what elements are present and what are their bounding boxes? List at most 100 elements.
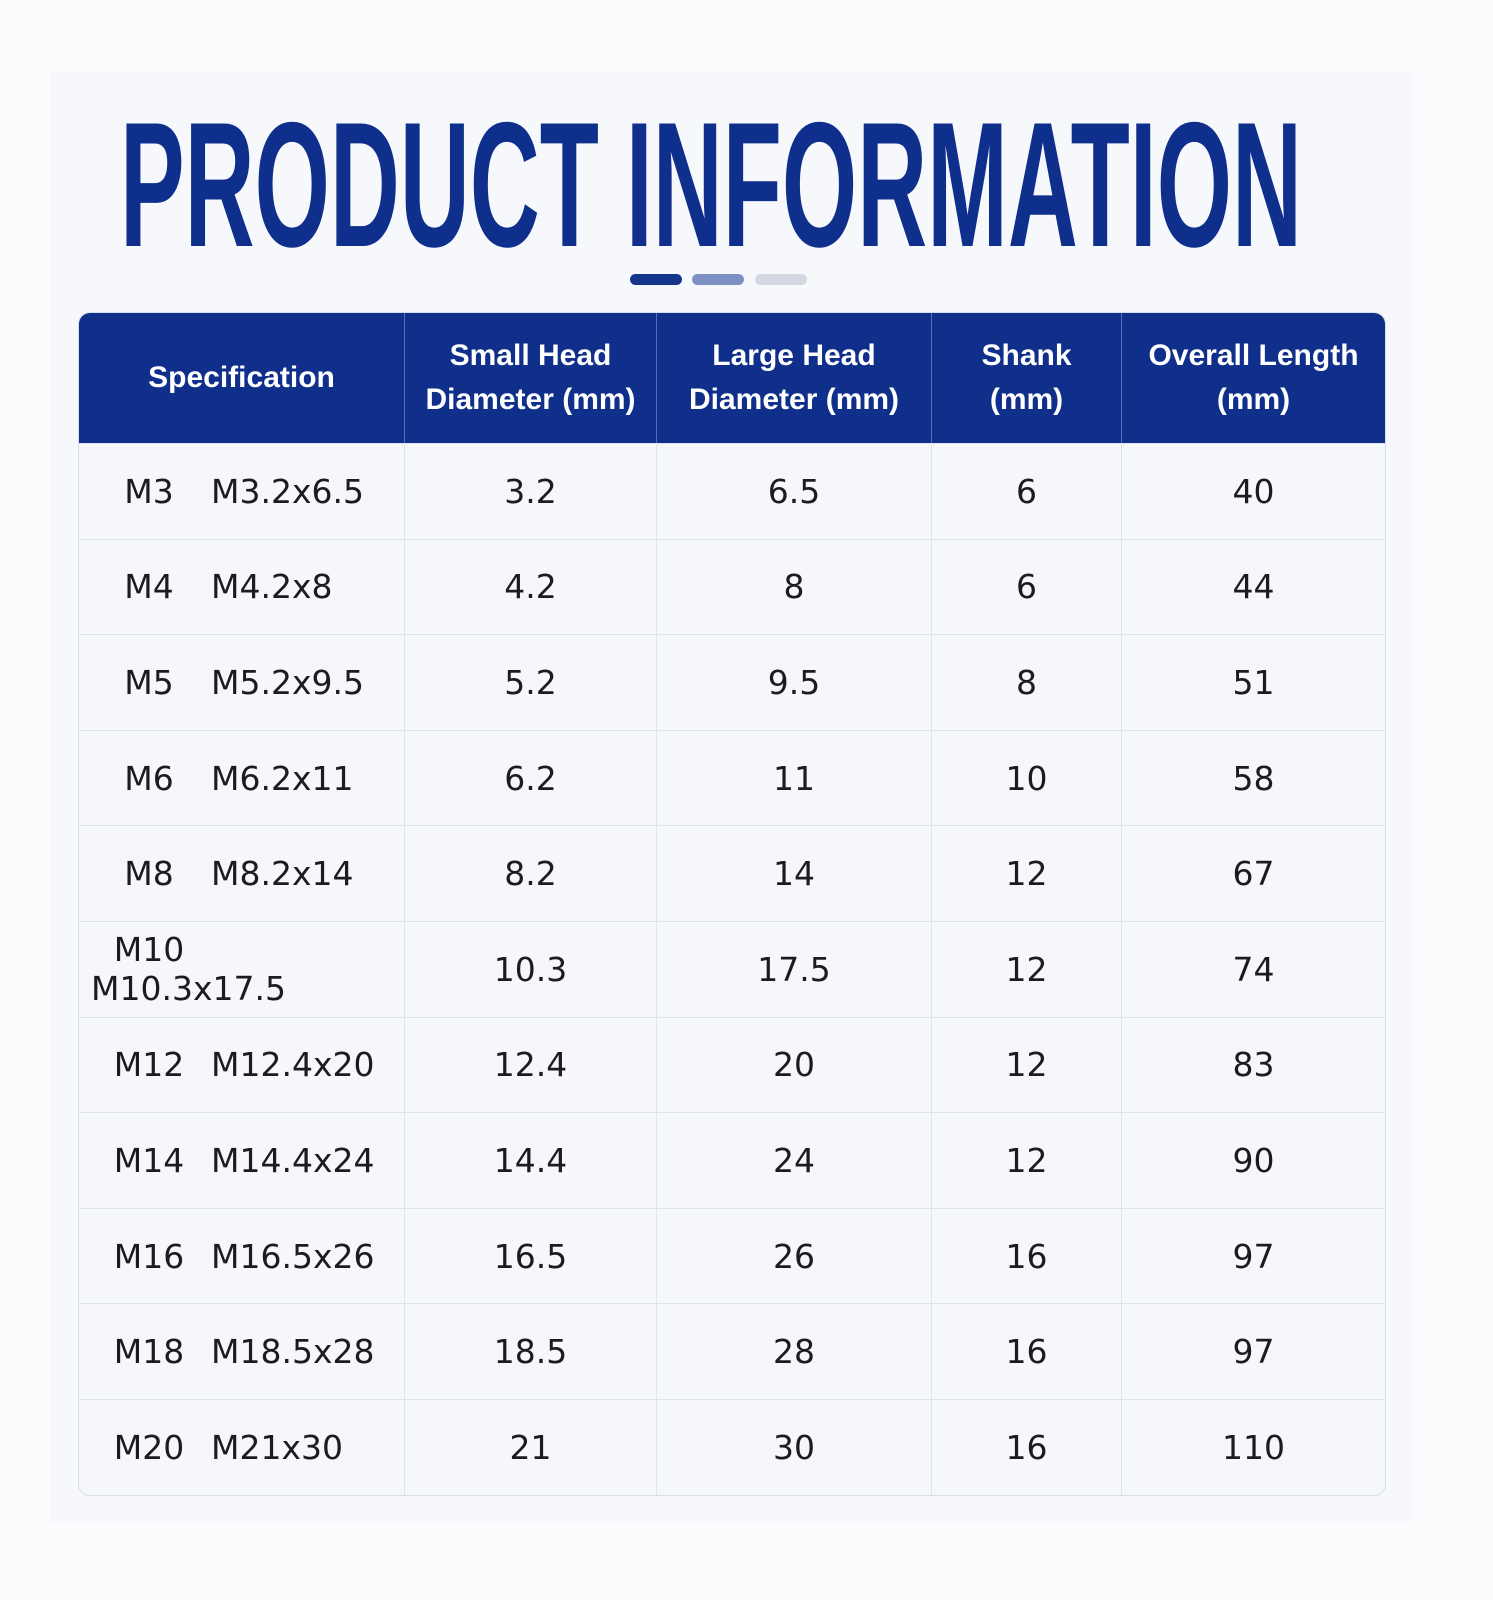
spec-cell: M14 M14.4x24 — [79, 1112, 404, 1208]
cell: 97 — [1121, 1207, 1385, 1304]
cell: 4.2 — [404, 538, 656, 635]
size: M20 — [113, 1427, 185, 1467]
cell: 51 — [1121, 634, 1385, 730]
header-line: Small Head — [449, 339, 612, 372]
spec: M8.2x14 — [211, 854, 354, 894]
header-line: Shank — [981, 339, 1072, 372]
cell: 40 — [1121, 443, 1385, 539]
size: M18 — [113, 1332, 185, 1372]
size: M12 — [113, 1045, 185, 1085]
cell: 16 — [931, 1207, 1121, 1304]
spec-cell: M12 M12.4x20 — [79, 1016, 404, 1113]
header-line: Diameter (mm) — [425, 383, 636, 416]
spec: M5.2x9.5 — [211, 662, 364, 702]
page-title: PRODUCT INFORMATION — [120, 85, 1302, 284]
cell: 17.5 — [656, 920, 931, 1017]
column-header: Shank (mm) — [931, 313, 1121, 443]
table-row: M12 M12.4x20 12.4 20 12 83 — [79, 1016, 1385, 1113]
header-line: Diameter (mm) — [688, 383, 900, 416]
cell: 67 — [1121, 825, 1385, 921]
cell: 12 — [931, 1112, 1121, 1208]
dash — [692, 274, 744, 285]
header-line: Specification — [148, 361, 335, 394]
spec: M16.5x26 — [211, 1236, 375, 1276]
cell: 6.5 — [656, 443, 931, 539]
size: M8 — [124, 854, 174, 894]
table-row: M18 M18.5x28 18.5 28 16 97 — [79, 1303, 1385, 1399]
size: M5 — [124, 662, 174, 702]
table-row: M14 M14.4x24 14.4 24 12 90 — [79, 1112, 1385, 1208]
table-body: M3 M3.2x6.5 3.2 6.5 6 40 M4 M4.2x8 4.2 8 6 44 M5 M5.2… — [79, 443, 1385, 1495]
cell: 90 — [1121, 1112, 1385, 1208]
spec-cell: M5 M5.2x9.5 — [79, 634, 404, 730]
cell: 58 — [1121, 729, 1385, 826]
cell: 44 — [1121, 538, 1385, 635]
column-header: Large Head Diameter (mm) — [656, 313, 931, 443]
cell: 6 — [931, 443, 1121, 539]
size: M10 — [113, 930, 185, 970]
cell: 16 — [931, 1303, 1121, 1399]
column-header: Overall Length (mm) — [1121, 313, 1385, 443]
title-area: PRODUCT INFORMATION — [120, 85, 1302, 284]
size: M16 — [113, 1236, 185, 1276]
table-row: M3 M3.2x6.5 3.2 6.5 6 40 — [79, 443, 1385, 539]
size: M14 — [113, 1140, 185, 1180]
table-row: M16 M16.5x26 16.5 26 16 97 — [79, 1207, 1385, 1304]
header-line: (mm) — [1216, 383, 1291, 416]
column-header: Specification — [79, 313, 404, 443]
cell: 18.5 — [404, 1303, 656, 1399]
cell: 12 — [931, 920, 1121, 1017]
cell: 16 — [931, 1398, 1121, 1495]
cell: 30 — [656, 1398, 931, 1495]
cell: 24 — [656, 1112, 931, 1208]
table-row: M10M10.3x17.5 10.3 17.5 12 74 — [79, 920, 1385, 1017]
cell: 20 — [656, 1016, 931, 1113]
cell: 3.2 — [404, 443, 656, 539]
spec-cell: M16 M16.5x26 — [79, 1207, 404, 1304]
spec: M14.4x24 — [211, 1140, 375, 1180]
cell: 6.2 — [404, 729, 656, 826]
table-row: M4 M4.2x8 4.2 8 6 44 — [79, 538, 1385, 635]
spec-cell: M4 M4.2x8 — [79, 538, 404, 635]
spec-table: Specification Small Head Diameter (mm) Larg… — [78, 312, 1386, 1496]
spec: M4.2x8 — [211, 567, 333, 607]
dash — [630, 274, 682, 285]
cell: 10.3 — [404, 920, 656, 1017]
header-line: Overall Length — [1148, 339, 1359, 372]
table-row: M8 M8.2x14 8.2 14 12 67 — [79, 825, 1385, 921]
cell: 26 — [656, 1207, 931, 1304]
cell: 14.4 — [404, 1112, 656, 1208]
size: M4 — [124, 567, 174, 607]
spec-cell: M6 M6.2x11 — [79, 729, 404, 826]
spec: M18.5x28 — [211, 1332, 375, 1372]
spec-cell: M8 M8.2x14 — [79, 825, 404, 921]
spec: M12.4x20 — [211, 1045, 375, 1085]
cell: 10 — [931, 729, 1121, 826]
cell: 12 — [931, 825, 1121, 921]
size: M3 — [124, 471, 174, 511]
spec-cell: M10M10.3x17.5 — [79, 920, 404, 1017]
spec: M6.2x11 — [211, 758, 354, 798]
table-row: M5 M5.2x9.5 5.2 9.5 8 51 — [79, 634, 1385, 730]
spec-cell: M3 M3.2x6.5 — [79, 443, 404, 539]
cell: 5.2 — [404, 634, 656, 730]
spec: M3.2x6.5 — [211, 471, 364, 511]
cell: 110 — [1121, 1398, 1385, 1495]
cell: 9.5 — [656, 634, 931, 730]
cell: 74 — [1121, 920, 1385, 1017]
size: M6 — [124, 758, 174, 798]
cell: 97 — [1121, 1303, 1385, 1399]
header-row: Specification Small Head Diameter (mm) Larg… — [79, 313, 1385, 443]
cell: 8.2 — [404, 825, 656, 921]
dash — [755, 274, 807, 285]
cell: 12 — [931, 1016, 1121, 1113]
cell: 83 — [1121, 1016, 1385, 1113]
table-row: M6 M6.2x11 6.2 11 10 58 — [79, 729, 1385, 826]
spec: M21x30 — [211, 1427, 343, 1467]
cell: 8 — [656, 538, 931, 635]
cell: 14 — [656, 825, 931, 921]
header-line: (mm) — [989, 383, 1064, 416]
column-header: Small Head Diameter (mm) — [404, 313, 656, 443]
cell: 6 — [931, 538, 1121, 635]
